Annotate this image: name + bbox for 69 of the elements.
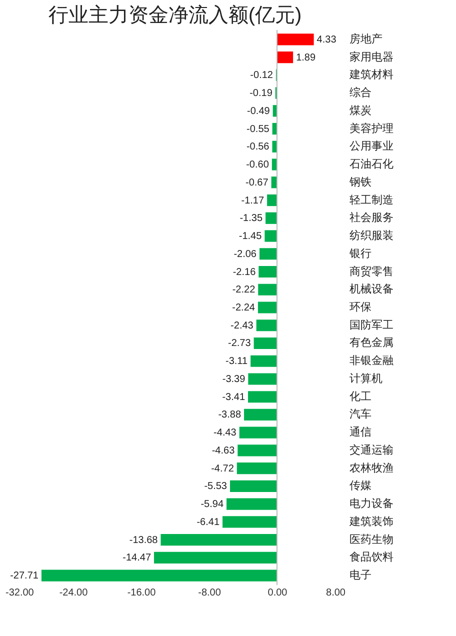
y-tick-label: 食品饮料 [350,550,394,564]
y-tick-label: 社会服务 [350,211,394,224]
y-tick-label: 化工 [350,390,372,403]
data-label: -0.55 [246,124,270,135]
data-label: -2.16 [232,266,256,278]
data-label: -0.49 [247,106,270,117]
y-tick-label: 国防军工 [350,318,394,332]
data-label: -0.60 [246,160,270,171]
y-tick-label: 商贸零售 [350,264,394,278]
data-label: -1.17 [241,195,264,206]
y-tick-label: 轻工制造 [350,193,394,206]
data-label: 4.33 [316,34,337,46]
x-tick-label: -8.00 [198,588,222,598]
data-label: -3.41 [222,392,246,403]
x-tick-label: -16.00 [127,588,156,598]
y-tick-label: 美容护理 [350,122,394,135]
x-tick-label: 8.00 [326,588,346,598]
y-tick-label: 汽车 [350,408,372,421]
data-label: -2.73 [228,338,252,350]
y-tick-label: 房地产 [350,32,382,46]
data-label: -3.11 [226,356,248,368]
y-tick-label: 综合 [350,86,372,100]
y-tick-label: 银行 [348,248,372,260]
y-tick-label: 纺织服装 [350,229,394,242]
data-label: -1.35 [240,213,263,224]
y-tick-label: 煤炭 [350,104,372,117]
x-tick-label: -24.00 [59,588,88,598]
y-tick-label: 公用事业 [350,140,394,153]
data-label: -14.47 [122,552,152,564]
data-label: -27.71 [10,570,39,582]
y-tick-label: 机械设备 [350,282,394,296]
data-label: -2.06 [234,248,257,260]
y-tick-label: 医药生物 [350,532,394,546]
y-tick-label: 农林牧渔 [350,461,394,474]
y-tick-label: 有色金属 [350,337,394,350]
data-label: -3.88 [218,410,242,421]
data-label: -3.39 [222,374,246,385]
data-label: -0.67 [246,177,269,188]
data-label: -5.94 [200,499,224,510]
data-label: -0.56 [246,142,270,153]
y-tick-label: 建筑装饰 [348,514,394,528]
data-label: -2.22 [232,284,256,296]
y-tick-label: 钢铁 [348,176,372,188]
y-tick-label: 建筑材料 [348,68,394,82]
data-label: -5.53 [204,481,228,492]
data-label: -2.43 [230,320,254,332]
data-label: -0.19 [250,88,273,100]
y-tick-label: 环保 [350,302,372,314]
data-label: -4.43 [214,428,237,439]
x-tick-label: -32.00 [6,588,34,598]
data-label: -6.41 [196,516,220,528]
y-tick-label: 计算机 [350,372,382,385]
data-label: -0.12 [250,70,274,82]
y-tick-label: 非银金融 [350,354,394,368]
y-tick-label: 石油石化 [350,158,394,171]
y-tick-label: 通信 [350,426,372,439]
data-label: -4.63 [212,445,236,456]
y-tick-label: 传媒 [350,480,372,492]
data-label: -1.45 [238,231,262,242]
data-label: -13.68 [129,534,158,546]
y-tick-label: 电子 [350,568,372,582]
y-tick-label: 家用电器 [350,50,394,64]
data-label: -2.24 [232,302,256,314]
data-label: 1.89 [296,52,316,64]
x-tick-label: 0.00 [268,588,288,598]
y-tick-label: 交通运输 [350,443,394,456]
chart-title: 行业主力资金净流入额(亿元) [48,4,302,26]
y-tick-label: 电力设备 [350,497,394,510]
data-label: -4.72 [211,463,234,474]
